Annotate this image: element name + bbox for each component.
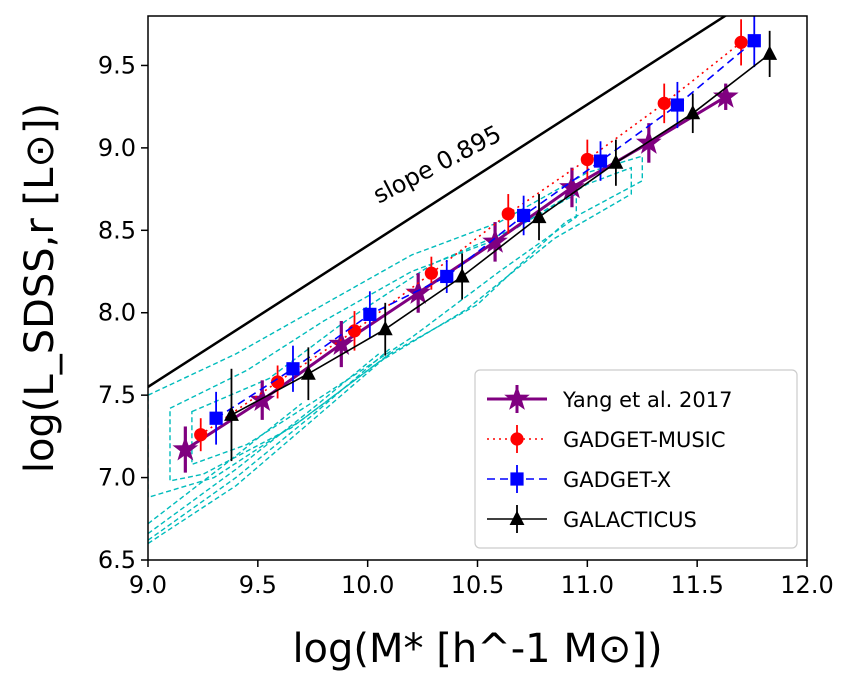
legend-entry-1: Yang et al. 2017 [487,385,732,413]
data-point [363,307,377,321]
x-tick-label: 10.0 [341,571,394,599]
legend: Yang et al. 2017 GADGET-MUSIC GADGET-X GALA… [474,369,798,549]
data-point [559,173,585,199]
y-tick-label: 8.5 [98,216,136,244]
legend-marker [504,385,530,410]
legend-label: Yang et al. 2017 [562,388,732,412]
data-point [593,154,608,168]
legend-label: GALACTICUS [563,508,697,532]
data-point [271,375,285,389]
y-tick-label: 7.0 [98,464,136,492]
y-axis-label: log(L_SDSS,r [L⊙]) [17,103,63,473]
contour-band-1 [148,155,643,499]
data-point [762,45,778,60]
data-point [685,104,701,120]
data-point [328,330,355,355]
x-tick-label: 11.5 [670,571,723,599]
data-point [734,35,748,49]
legend-entry-2: GADGET-MUSIC [487,425,726,453]
legend-marker [510,472,524,486]
data-point [482,228,508,253]
data-point [608,154,624,169]
x-tick-label: 10.5 [451,571,504,599]
data-point [501,207,515,221]
data-point [531,208,547,224]
data-point [517,208,531,223]
data-point [194,428,208,442]
contour-band-3 [191,192,577,466]
data-point [747,34,761,48]
x-tick-label: 12.0 [780,571,833,599]
series-line [215,40,755,419]
data-point [300,365,316,380]
data-point [440,269,454,284]
reference-slope-line [148,16,728,388]
data-point [405,279,431,304]
data-point [454,268,470,283]
x-tick-label: 9.5 [239,571,277,599]
legend-label: GADGET-X [563,468,671,492]
x-tick-label: 11.0 [561,571,614,599]
legend-label: GADGET-MUSIC [563,428,726,452]
data-point [347,324,362,338]
legend-marker [510,432,524,446]
data-point [580,152,594,167]
series-line [231,53,771,416]
plot-content [148,16,778,545]
data-point [424,266,438,280]
contour-tail-line-3 [148,353,380,535]
y-tick-label: 9.0 [98,134,136,162]
y-tick-label: 8.0 [98,299,136,327]
y-tick-label: 9.5 [98,51,136,79]
legend-entry-3: GADGET-X [487,465,671,493]
data-point [657,96,671,110]
contour-tail-line-2 [148,348,391,541]
legend-entry-4: GALACTICUS [487,505,697,533]
x-axis-label: log(M* [h^-1 M⊙]) [292,626,662,672]
y-tick-label: 7.5 [98,381,136,409]
contour-tail-line-1 [148,353,391,545]
data-point [209,411,223,425]
data-point [712,83,739,108]
series-4 [224,30,778,462]
contour-tail-line-4 [148,402,303,525]
axes: 9.0 9.5 10.0 10.5 11.0 11.5 12.0 6.5 7.0 7.5 8.0 8.… [98,51,834,599]
slope-annotation: slope 0.895 [368,120,505,210]
data-point [377,320,393,336]
legend-box [474,369,798,549]
data-point [670,98,684,112]
data-point [172,436,199,461]
data-point [224,406,239,421]
legend-marker [509,510,525,525]
x-tick-label: 9.0 [129,571,167,599]
data-point [286,362,300,376]
series-3 [209,16,761,445]
y-tick-label: 6.5 [98,546,136,574]
